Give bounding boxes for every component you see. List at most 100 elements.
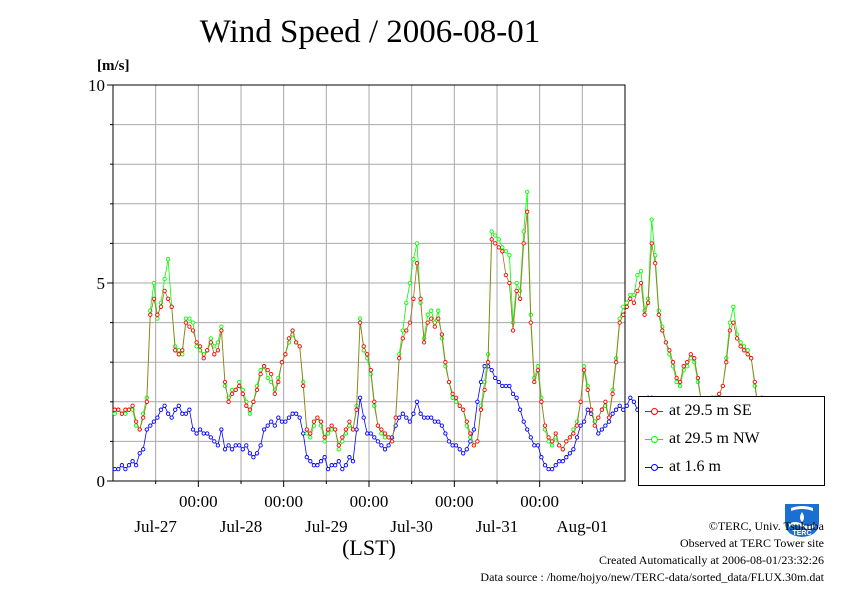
data-point xyxy=(542,463,548,468)
data-point xyxy=(286,415,292,420)
data-point xyxy=(240,391,245,397)
data-point xyxy=(126,463,132,468)
credit-created: Created Automatically at 2006-08-01/23:3… xyxy=(599,553,824,567)
data-point xyxy=(265,375,270,381)
data-point xyxy=(496,245,501,250)
data-point xyxy=(738,344,743,349)
data-point xyxy=(745,348,750,353)
data-point xyxy=(126,407,132,412)
legend-label-se: at 29.5 m SE xyxy=(669,402,752,419)
data-point xyxy=(453,443,459,448)
data-point xyxy=(429,316,434,321)
y-tick-label: 0 xyxy=(97,472,106,491)
data-point xyxy=(596,415,601,420)
data-point xyxy=(539,455,544,460)
data-point xyxy=(176,403,181,408)
data-point xyxy=(418,411,423,416)
data-point xyxy=(361,344,366,349)
data-point xyxy=(407,419,413,424)
data-point xyxy=(215,348,221,353)
credits-block: ©TERC, Univ. Tsukuba Observed at TERC To… xyxy=(480,518,824,586)
data-point xyxy=(407,320,413,325)
data-point xyxy=(258,443,263,448)
data-point xyxy=(219,328,224,333)
data-point xyxy=(628,395,633,400)
data-point xyxy=(443,431,448,436)
data-point xyxy=(631,300,637,305)
data-point xyxy=(571,447,576,452)
x-time-label: 00:00 xyxy=(264,492,303,511)
data-point xyxy=(525,209,530,214)
data-point xyxy=(151,296,157,301)
data-point xyxy=(404,328,409,333)
data-point xyxy=(112,466,117,472)
legend-marker-nw xyxy=(645,434,663,444)
data-point xyxy=(674,375,679,381)
data-point xyxy=(599,427,605,432)
data-point xyxy=(397,415,402,420)
data-point xyxy=(144,427,149,432)
data-point xyxy=(336,443,341,448)
data-point xyxy=(560,459,565,464)
data-point xyxy=(205,348,210,353)
data-point xyxy=(350,427,356,432)
data-point xyxy=(457,403,462,408)
data-point xyxy=(425,320,430,325)
data-point xyxy=(269,371,274,377)
data-point xyxy=(279,419,285,424)
data-point xyxy=(475,399,480,404)
data-point xyxy=(521,241,526,246)
data-point xyxy=(606,419,612,424)
data-point xyxy=(535,443,541,448)
data-point xyxy=(336,459,341,464)
data-point xyxy=(304,455,309,460)
data-point xyxy=(485,360,491,365)
data-point xyxy=(517,296,523,301)
data-point xyxy=(165,411,171,416)
x-date-label: Jul-30 xyxy=(390,517,433,536)
data-point xyxy=(354,427,359,432)
data-point xyxy=(368,431,373,436)
data-point xyxy=(727,328,733,333)
data-point xyxy=(734,336,740,341)
data-point xyxy=(123,466,128,472)
data-point xyxy=(190,320,196,325)
data-point xyxy=(133,463,139,468)
data-point xyxy=(535,364,541,369)
data-point xyxy=(478,407,484,412)
data-point xyxy=(606,415,612,420)
data-point xyxy=(180,352,185,357)
data-point xyxy=(265,367,270,373)
data-point xyxy=(489,237,494,242)
data-point xyxy=(653,261,658,266)
x-axis-label: (LST) xyxy=(342,535,396,560)
data-point xyxy=(379,431,384,436)
data-point xyxy=(414,241,420,246)
legend: at 29.5 m SE at 29.5 m NW at 1.6 m xyxy=(638,396,825,486)
data-point xyxy=(471,427,477,432)
data-point xyxy=(446,379,452,385)
data-point xyxy=(272,391,277,397)
data-point xyxy=(642,312,647,317)
data-point xyxy=(123,407,128,412)
data-point xyxy=(208,336,213,341)
legend-marker-se xyxy=(645,406,663,416)
data-point xyxy=(119,463,125,468)
data-point xyxy=(585,407,590,412)
data-point xyxy=(578,423,583,428)
x-date-label: Jul-29 xyxy=(305,517,348,536)
data-point xyxy=(500,249,505,254)
data-point xyxy=(741,348,747,353)
data-point xyxy=(429,415,434,420)
data-point xyxy=(404,300,409,305)
data-point xyxy=(532,379,537,385)
data-point xyxy=(279,360,285,365)
data-point xyxy=(155,415,160,420)
data-point xyxy=(404,415,409,420)
data-point xyxy=(635,272,640,278)
y-tick-label: 10 xyxy=(88,76,105,95)
data-point xyxy=(229,447,235,452)
data-point xyxy=(557,459,562,464)
data-point xyxy=(557,443,562,448)
data-point xyxy=(212,344,217,349)
